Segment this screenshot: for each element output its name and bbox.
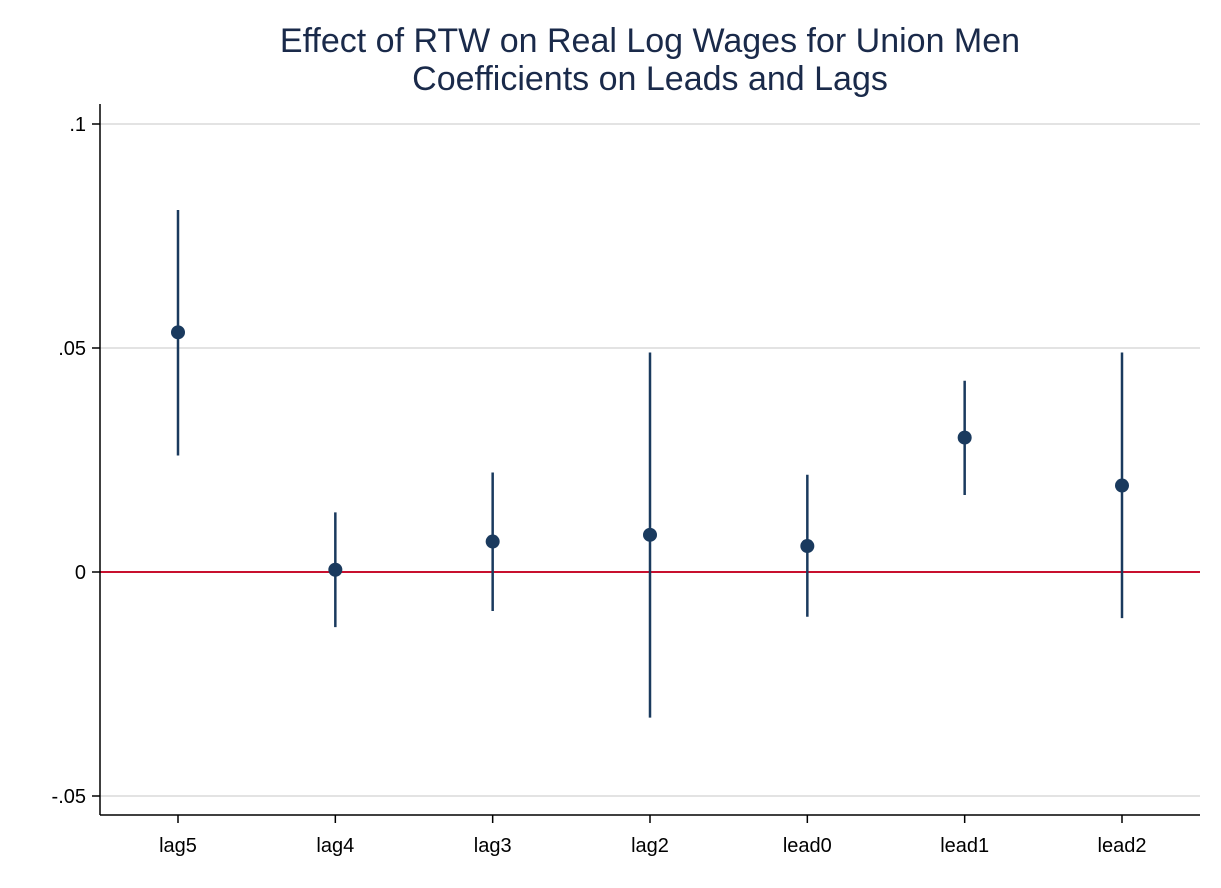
coefficient-point bbox=[1115, 478, 1129, 493]
x-tick-label: lead2 bbox=[1098, 835, 1147, 857]
y-tick-label: 0 bbox=[75, 562, 86, 584]
x-tick-label: lag5 bbox=[159, 835, 197, 857]
coefficient-point bbox=[485, 534, 500, 549]
x-tick-label: lag4 bbox=[316, 835, 354, 857]
x-tick-label: lead1 bbox=[940, 835, 989, 857]
coefficient-point bbox=[328, 562, 343, 577]
coefficient-point bbox=[957, 430, 972, 445]
coefficient-point bbox=[171, 325, 185, 340]
coefficient-point bbox=[643, 527, 657, 542]
y-tick-label: -.05 bbox=[52, 786, 86, 808]
coefficient-point bbox=[800, 539, 815, 554]
chart-title-block: Effect of RTW on Real Log Wages for Unio… bbox=[100, 22, 1200, 98]
chart-title: Effect of RTW on Real Log Wages for Unio… bbox=[279, 22, 1021, 60]
y-tick-label: .1 bbox=[69, 114, 86, 136]
x-tick-label: lead0 bbox=[783, 835, 832, 857]
y-tick-label: .05 bbox=[58, 338, 86, 360]
x-tick-label: lag2 bbox=[631, 835, 669, 857]
x-tick-label: lag3 bbox=[474, 835, 512, 857]
chart-subtitle: Coefficients on Leads and Lags bbox=[412, 60, 888, 98]
